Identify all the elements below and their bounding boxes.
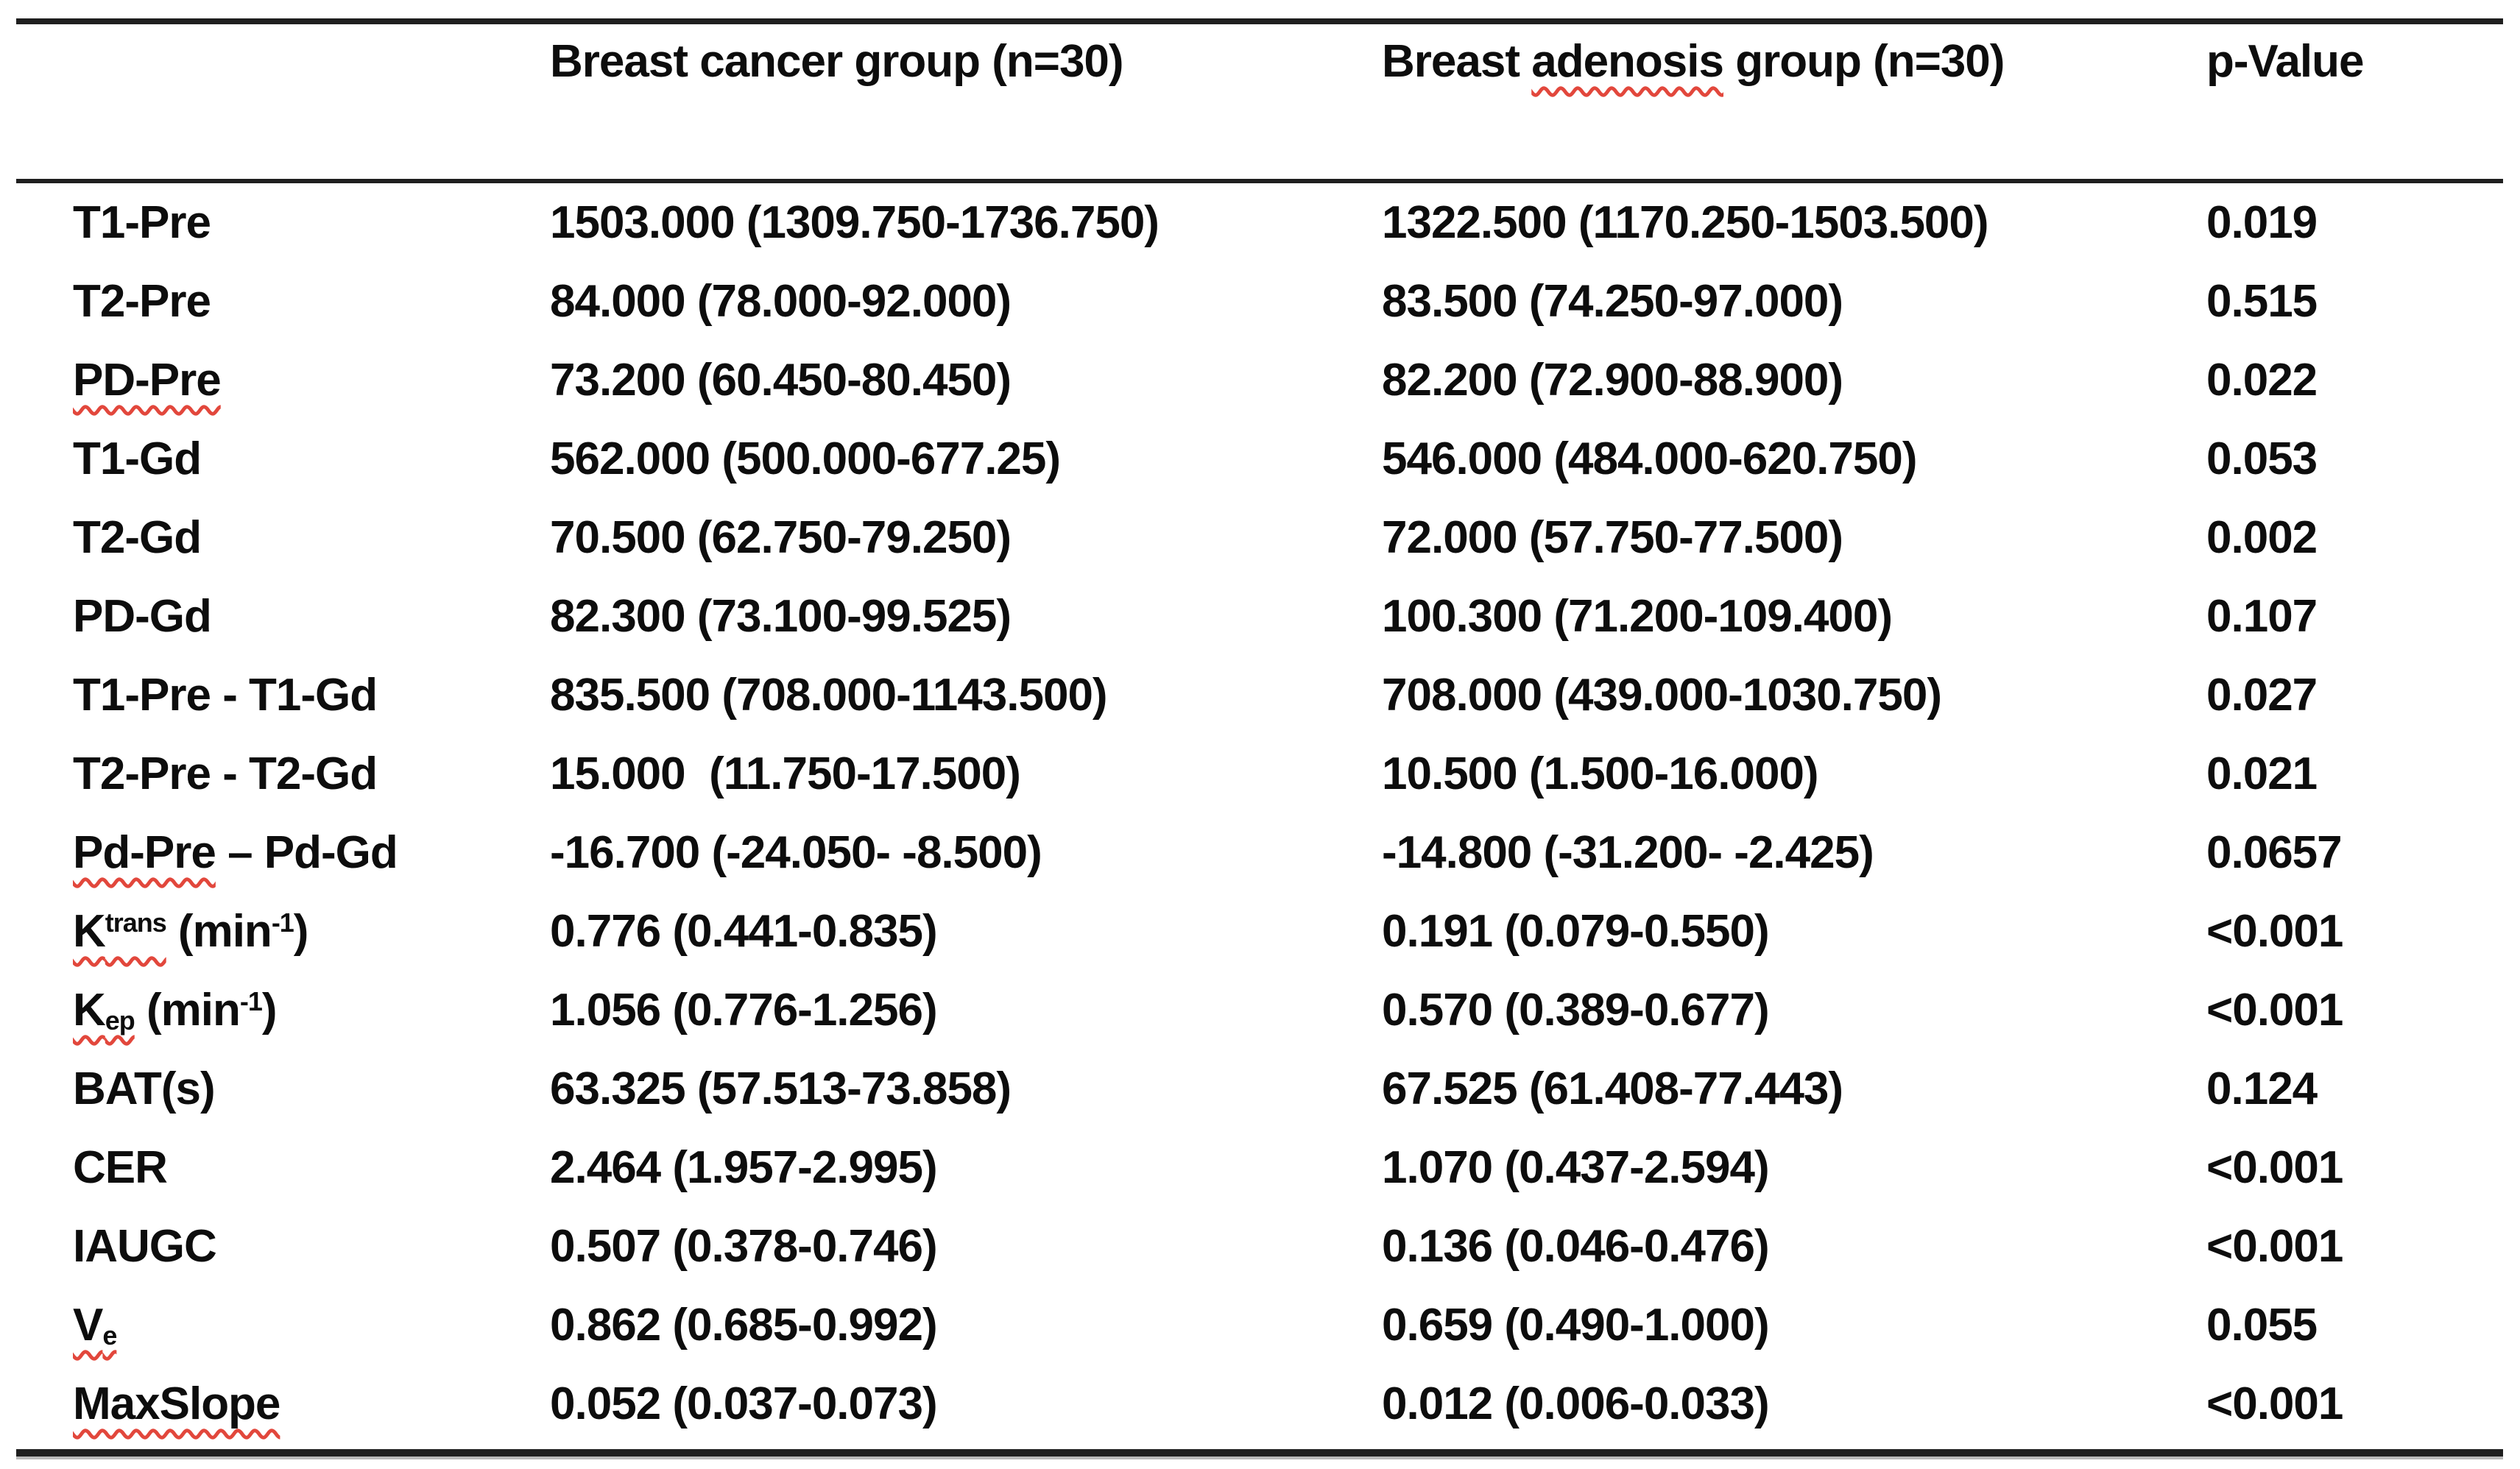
cancer-group-value: -16.700 (-24.050- -8.500) [550,826,1042,878]
p-value: 0.124 [2206,1063,2318,1114]
row-label: Ktrans (min-1) [73,905,308,957]
p-value: 0.053 [2206,433,2318,484]
table-row: MaxSlope 0.052 (0.037-0.073) 0.012 (0.00… [16,1364,2503,1443]
cancer-group-value: 15.000 (11.750-17.500) [550,748,1021,799]
row-label: Kep (min-1) [73,984,277,1036]
table-row: T2-Pre 84.000 (78.000-92.000) 83.500 (74… [16,262,2503,341]
adenosis-group-value: 1.070 (0.437-2.594) [1382,1141,1770,1193]
adenosis-group-value: 0.191 (0.079-0.550) [1382,905,1770,957]
row-label: Ve [73,1299,117,1351]
row-label: PD-Pre [73,354,222,406]
cancer-group-value: 835.500 (708.000-1143.500) [550,669,1108,721]
row-label: BAT(s) [73,1063,216,1114]
row-label: Pd-Pre – Pd-Gd [73,826,398,878]
table-header-row: Breast cancer group (n=30) Breast adenos… [16,24,2446,179]
table-row: T2-Pre - T2-Gd 15.000 (11.750-17.500) 10… [16,734,2503,813]
row-label: T1-Pre - T1-Gd [73,669,378,721]
cancer-group-value: 84.000 (78.000-92.000) [550,275,1012,327]
adenosis-group-value: 100.300 (71.200-109.400) [1382,590,1893,642]
table-row: PD-Gd 82.300 (73.100-99.525) 100.300 (71… [16,577,2503,656]
cancer-group-value: 63.325 (57.513-73.858) [550,1063,1012,1114]
table-row: T1-Gd 562.000 (500.000-677.25) 546.000 (… [16,420,2503,498]
p-value: 0.002 [2206,512,2318,563]
p-value: 0.0657 [2206,826,2343,878]
adenosis-group-value: 67.525 (61.408-77.443) [1382,1063,1843,1114]
p-value: <0.001 [2206,1220,2343,1272]
row-label: T1-Pre [73,197,211,248]
row-label: T2-Pre - T2-Gd [73,748,378,799]
row-label: PD-Gd [73,590,212,642]
p-value: 0.019 [2206,197,2318,248]
cancer-group-value: 0.776 (0.441-0.835) [550,905,938,957]
table-row: IAUGC 0.507 (0.378-0.746) 0.136 (0.046-0… [16,1207,2503,1286]
cancer-group-value: 2.464 (1.957-2.995) [550,1141,938,1193]
row-label: CER [73,1141,168,1193]
row-label: T1-Gd [73,433,202,484]
table-row: T2-Gd 70.500 (62.750-79.250) 72.000 (57.… [16,498,2503,577]
adenosis-group-value: 0.659 (0.490-1.000) [1382,1299,1770,1351]
table-top-border [16,18,2503,24]
p-value: 0.055 [2206,1299,2318,1351]
adenosis-group-value: 546.000 (484.000-620.750) [1382,433,1918,484]
table-bottom-border [16,1449,2503,1456]
cancer-group-value: 70.500 (62.750-79.250) [550,512,1012,563]
cancer-group-value: 1503.000 (1309.750-1736.750) [550,197,1160,248]
p-value: <0.001 [2206,984,2343,1036]
table-row: CER 2.464 (1.957-2.995) 1.070 (0.437-2.5… [16,1128,2503,1207]
table-body: T1-Pre 1503.000 (1309.750-1736.750) 1322… [0,183,2520,1443]
header-p-value: p-Value [2206,36,2365,87]
table-row: BAT(s) 63.325 (57.513-73.858) 67.525 (61… [16,1049,2503,1128]
cancer-group-value: 1.056 (0.776-1.256) [550,984,938,1036]
adenosis-group-value: 10.500 (1.500-16.000) [1382,748,1819,799]
row-label: T2-Gd [73,512,202,563]
table-row: Kep (min-1) 1.056 (0.776-1.256) 0.570 (0… [16,971,2503,1049]
header-breast-adenosis-group: Breast adenosis group (n=30) [1382,36,2005,87]
p-value: 0.027 [2206,669,2318,721]
cancer-group-value: 0.507 (0.378-0.746) [550,1220,938,1272]
table-row: Ve 0.862 (0.685-0.992) 0.659 (0.490-1.00… [16,1286,2503,1364]
p-value: 0.022 [2206,354,2318,406]
p-value: <0.001 [2206,905,2343,957]
table-header-separator [16,179,2503,183]
cancer-group-value: 562.000 (500.000-677.25) [550,433,1061,484]
cancer-group-value: 82.300 (73.100-99.525) [550,590,1012,642]
p-value: <0.001 [2206,1141,2343,1193]
adenosis-group-value: 83.500 (74.250-97.000) [1382,275,1843,327]
cancer-group-value: 73.200 (60.450-80.450) [550,354,1012,406]
adenosis-group-value: 0.136 (0.046-0.476) [1382,1220,1770,1272]
adenosis-group-value: 0.012 (0.006-0.033) [1382,1378,1770,1429]
adenosis-group-value: 1322.500 (1170.250-1503.500) [1382,197,1989,248]
table-row: PD-Pre 73.200 (60.450-80.450) 82.200 (72… [16,341,2503,420]
table-row: T1-Pre 1503.000 (1309.750-1736.750) 1322… [16,183,2503,262]
cancer-group-value: 0.862 (0.685-0.992) [550,1299,938,1351]
p-value: <0.001 [2206,1378,2343,1429]
row-label: T2-Pre [73,275,211,327]
adenosis-group-value: 72.000 (57.750-77.500) [1382,512,1843,563]
header-breast-cancer-group: Breast cancer group (n=30) [550,36,1124,87]
table-row: Ktrans (min-1) 0.776 (0.441-0.835) 0.191… [16,892,2503,971]
adenosis-group-value: 0.570 (0.389-0.677) [1382,984,1770,1036]
p-value: 0.021 [2206,748,2318,799]
adenosis-group-value: 708.000 (439.000-1030.750) [1382,669,1942,721]
adenosis-group-value: -14.800 (-31.200- -2.425) [1382,826,1874,878]
row-label: MaxSlope [73,1378,280,1429]
adenosis-group-value: 82.200 (72.900-88.900) [1382,354,1843,406]
table-row: Pd-Pre – Pd-Gd -16.700 (-24.050- -8.500)… [16,813,2503,892]
p-value: 0.107 [2206,590,2318,642]
p-value: 0.515 [2206,275,2318,327]
cancer-group-value: 0.052 (0.037-0.073) [550,1378,938,1429]
table-row: T1-Pre - T1-Gd 835.500 (708.000-1143.500… [16,656,2503,734]
row-label: IAUGC [73,1220,217,1272]
